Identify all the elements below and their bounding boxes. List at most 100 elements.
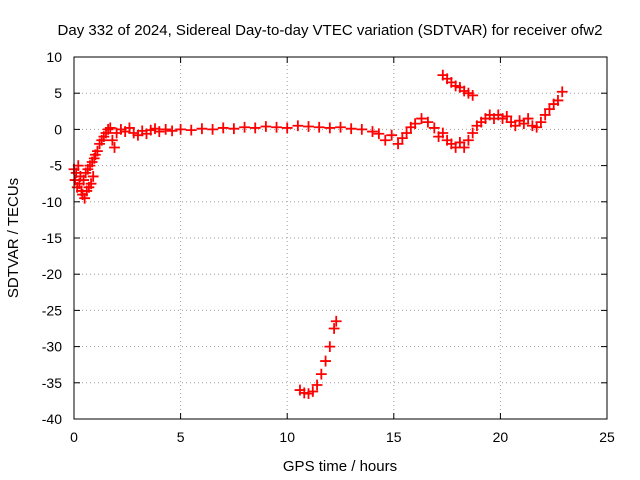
data-point [509,120,521,132]
y-tick-label: -25 [42,302,62,318]
data-point [271,121,282,133]
data-point [85,178,97,190]
data-point [79,192,91,204]
data-point [315,368,327,380]
data-point [544,103,555,115]
data-point [166,125,178,137]
data-point [106,134,118,146]
x-tick-label: 15 [386,429,402,445]
data-points [68,69,568,400]
data-point [217,122,229,134]
data-point [356,124,368,135]
x-tick-label: 10 [279,429,295,445]
tick-marks [73,56,608,420]
data-point [463,134,474,146]
x-axis-label: GPS time / hours [283,458,397,475]
x-tick-label: 0 [70,429,78,445]
y-tick-label: 10 [46,49,62,65]
x-tick-label: 5 [177,429,185,445]
y-tick-label: -5 [50,158,63,174]
data-point [458,142,470,153]
y-tick-label: 5 [54,85,62,101]
data-point [72,160,84,171]
data-point [281,122,293,134]
plot-frame [73,56,608,420]
data-point [416,113,427,124]
data-point [307,386,319,397]
tick-labels: 0 5 10 15 20 25 -40 -35 -30 -25 -20 -15 -10 -5 0 5 10 [42,49,615,445]
y-tick-label: -20 [42,266,62,282]
data-point [552,95,564,106]
data-point [249,122,261,134]
data-point [145,124,157,136]
data-point [185,124,197,136]
data-point [467,127,479,139]
data-point [303,121,314,132]
y-tick-label: -35 [42,375,62,391]
data-point [335,121,346,133]
series-upper-segment [437,69,479,101]
data-point [386,129,398,141]
data-point [422,116,434,128]
data-point [401,127,412,139]
x-tick-label: 25 [599,429,615,445]
y-axis-label: SDTVAR / TECUs [5,178,22,298]
chart-title: Day 332 of 2024, Sidereal Day-to-day VTE… [58,22,603,39]
data-point [175,124,186,135]
data-point [535,116,547,128]
data-point [345,123,357,135]
series-main-trace [68,86,568,204]
y-tick-label: -10 [42,194,62,210]
data-point [392,138,404,150]
data-point [454,137,466,148]
data-point [539,109,551,121]
data-point [467,89,479,101]
data-point [324,122,336,134]
data-point [324,341,336,352]
data-point [132,129,144,141]
data-point [239,121,250,133]
data-point [109,142,120,153]
data-point [207,124,218,135]
data-point [522,113,534,124]
data-point [124,122,135,134]
data-point [160,124,172,135]
data-point [450,142,462,153]
data-point [92,145,103,157]
data-point [396,132,408,144]
data-point [104,122,116,134]
data-point [228,123,240,135]
y-tick-label: 0 [54,121,62,137]
data-point [501,110,513,122]
data-point [313,121,325,133]
data-point [153,126,165,137]
data-point [437,127,449,139]
x-tick-label: 20 [493,429,509,445]
data-point [518,118,530,130]
data-point [87,171,99,182]
data-point [78,174,89,186]
y-tick-label: -40 [42,411,62,427]
grid-lines [74,57,607,419]
data-point [526,120,538,132]
data-point [196,123,208,135]
data-point [379,134,391,146]
y-tick-label: -30 [42,339,62,355]
data-point [556,86,568,98]
data-point [373,128,385,140]
data-point [330,315,342,327]
data-point [328,323,340,334]
data-point [409,118,421,130]
series-low-arc [294,315,342,400]
data-point [320,355,331,367]
data-point [450,80,462,92]
data-point [292,120,304,132]
data-point [531,121,543,133]
y-tick-label: -15 [42,230,62,246]
data-point [311,379,323,391]
data-point [367,126,378,137]
data-point [428,122,440,134]
data-point [260,121,272,132]
